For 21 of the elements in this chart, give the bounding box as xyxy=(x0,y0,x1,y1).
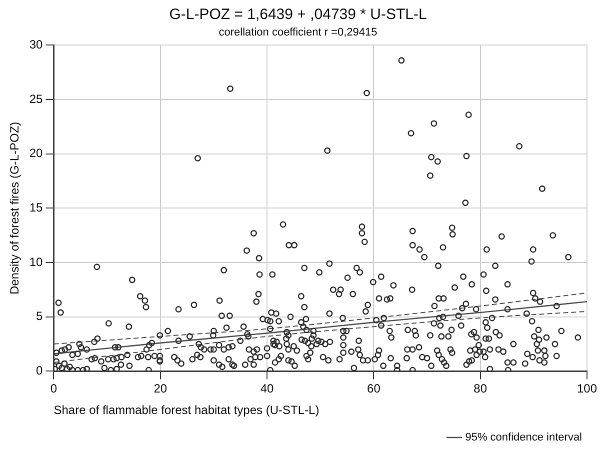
y-tick-label: 25 xyxy=(29,92,44,106)
x-tick-label: 20 xyxy=(154,382,168,396)
y-tick-label: 20 xyxy=(29,146,44,160)
y-axis-title: Density of forest fires (G-L-POZ) xyxy=(8,122,22,295)
x-axis-title: Share of flammable forest habitat types (U-STL-L) xyxy=(54,403,320,418)
legend-label: 95% confidence interval xyxy=(465,432,582,444)
x-tick-label: 40 xyxy=(260,382,274,396)
y-tick-label: 30 xyxy=(29,38,44,52)
y-tick-label: 5 xyxy=(36,309,44,324)
chart-subtitle: corellation coefficient r =0,29415 xyxy=(218,26,378,39)
x-tick-label: 100 xyxy=(576,382,598,396)
x-tick-label: 60 xyxy=(367,382,381,396)
y-tick-label: 10 xyxy=(29,254,44,269)
x-tick-label: 0 xyxy=(50,382,58,396)
y-tick-label: 15 xyxy=(29,200,44,215)
y-tick-label: 0 xyxy=(36,364,44,378)
line-series xyxy=(54,292,587,345)
chart-title: G-L-POZ = 1,6439 + ,04739 * U-STL-L xyxy=(169,6,427,24)
x-tick-label: 80 xyxy=(474,382,488,396)
line-series xyxy=(54,301,587,354)
line-series xyxy=(54,310,587,364)
